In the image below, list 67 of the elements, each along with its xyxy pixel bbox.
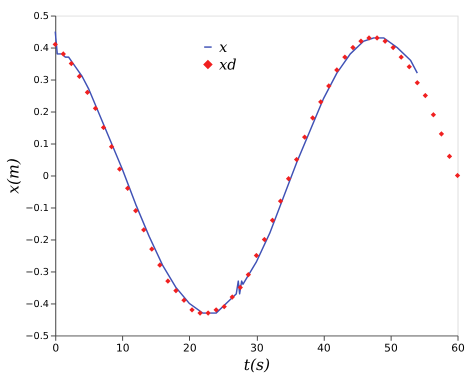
point xyxy=(430,112,436,118)
x-tick-label: 40 xyxy=(317,341,331,354)
point xyxy=(100,124,106,130)
point xyxy=(294,156,300,162)
point xyxy=(52,42,58,48)
point xyxy=(214,307,219,313)
point xyxy=(222,304,227,310)
point xyxy=(302,134,308,140)
x-tick-label: 50 xyxy=(384,341,398,354)
point xyxy=(76,74,82,79)
point xyxy=(358,38,364,44)
legend-label: x xyxy=(219,40,228,56)
y-tick-label: −0.5 xyxy=(25,330,49,342)
point xyxy=(116,166,122,172)
point xyxy=(438,131,444,137)
y-tick-label: 0.2 xyxy=(34,106,49,118)
y-tick-label: 0.4 xyxy=(34,42,49,54)
point xyxy=(310,115,316,121)
point xyxy=(92,106,98,111)
point xyxy=(366,35,372,41)
point xyxy=(414,80,420,86)
point xyxy=(454,172,460,178)
x-tick-label: 30 xyxy=(250,341,264,354)
x-tick-label: 20 xyxy=(183,341,197,354)
y-tick-label: −0.3 xyxy=(25,266,49,278)
point xyxy=(262,236,268,242)
y-tick-label: 0.5 xyxy=(34,10,49,22)
point xyxy=(173,288,179,294)
point xyxy=(334,67,340,73)
y-tick-label: 0.3 xyxy=(34,74,49,86)
x-tick-label: 60 xyxy=(451,341,466,354)
point xyxy=(125,186,130,191)
x-tick-label: 0 xyxy=(52,341,60,354)
point xyxy=(374,35,380,41)
point xyxy=(342,54,348,60)
y-tick-label: −0.2 xyxy=(25,234,49,246)
point xyxy=(165,278,171,284)
point xyxy=(189,307,195,313)
y-tick-label: −0.1 xyxy=(25,202,49,214)
point xyxy=(278,198,284,204)
y-tick-label: 0 xyxy=(42,170,49,182)
point xyxy=(60,51,66,57)
point xyxy=(286,176,292,182)
y-tick-label: −0.4 xyxy=(25,298,49,310)
y-tick-label: 0.1 xyxy=(34,138,49,150)
point xyxy=(68,60,74,66)
point xyxy=(326,83,332,89)
x-tick-label: 10 xyxy=(116,341,130,354)
point xyxy=(205,310,211,316)
x-axis-title: t(s) xyxy=(244,356,270,374)
y-axis-title: x(m) xyxy=(4,158,23,194)
point xyxy=(108,144,114,150)
point xyxy=(382,38,388,44)
point xyxy=(398,54,404,60)
point xyxy=(157,262,162,268)
point xyxy=(141,227,146,233)
legend-label: xd xyxy=(219,57,237,74)
point xyxy=(133,208,138,214)
point xyxy=(406,64,412,70)
point xyxy=(350,44,356,50)
point xyxy=(422,92,428,98)
point xyxy=(246,272,251,278)
point xyxy=(149,246,154,252)
point xyxy=(254,252,260,258)
point xyxy=(390,44,396,50)
point xyxy=(197,310,203,316)
point xyxy=(84,90,90,95)
